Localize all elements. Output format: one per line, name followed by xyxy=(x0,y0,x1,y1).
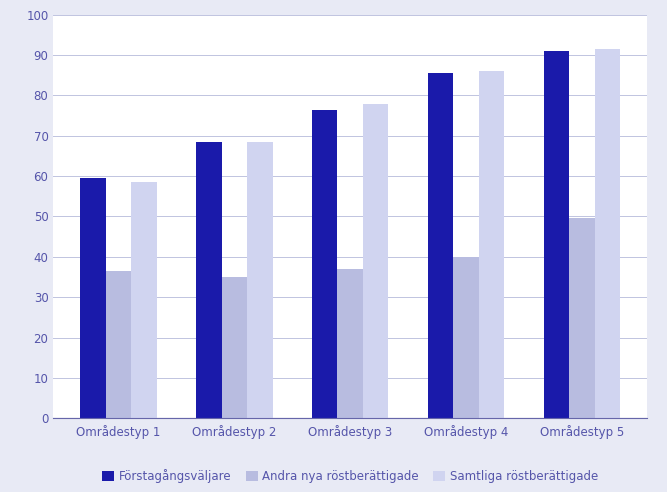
Legend: Förstagångsväljare, Andra nya röstberättigade, Samtliga röstberättigade: Förstagångsväljare, Andra nya röstberätt… xyxy=(98,464,602,488)
Bar xyxy=(247,142,273,418)
Bar xyxy=(80,178,106,418)
Bar xyxy=(312,110,338,418)
Bar xyxy=(594,49,620,418)
Bar xyxy=(106,271,131,418)
Bar xyxy=(363,103,388,418)
Bar xyxy=(221,277,247,418)
Bar xyxy=(454,257,479,418)
Bar xyxy=(479,71,504,418)
Bar xyxy=(544,51,569,418)
Bar xyxy=(196,142,221,418)
Bar xyxy=(428,73,454,418)
Bar xyxy=(569,218,594,418)
Bar xyxy=(338,269,363,418)
Bar xyxy=(131,182,157,418)
